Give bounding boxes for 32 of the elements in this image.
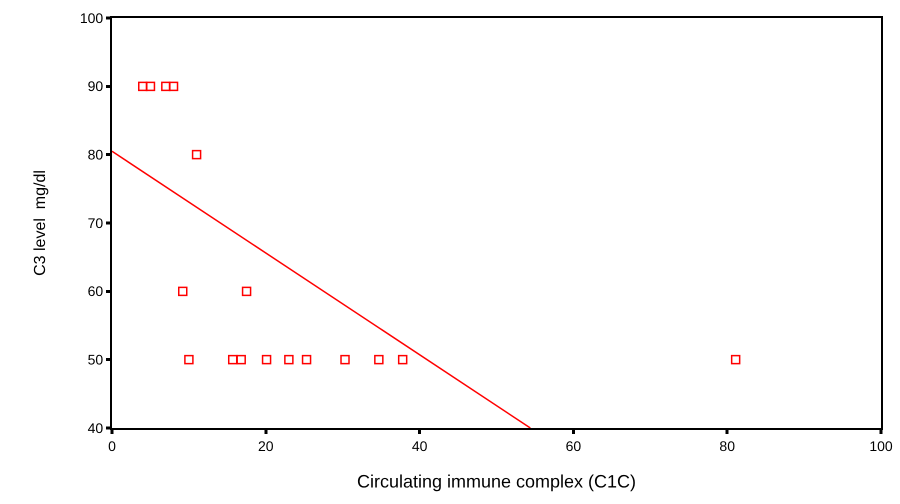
- point: [168, 82, 178, 92]
- y-tick-label: 90: [88, 78, 104, 94]
- x-tick-label: 20: [258, 438, 274, 454]
- point: [242, 286, 252, 296]
- x-tick-label: 40: [412, 438, 428, 454]
- y-tick-label: 40: [88, 420, 104, 436]
- y-tick-label: 80: [88, 146, 104, 163]
- point: [284, 354, 294, 364]
- point: [374, 354, 384, 364]
- y-tick-label: 60: [88, 283, 104, 300]
- y-tick-label: 100: [80, 10, 104, 26]
- point: [184, 354, 194, 364]
- x-tick-label: 80: [719, 438, 736, 454]
- x-tick-label: 100: [869, 438, 893, 454]
- y-tick-label: 70: [88, 214, 104, 231]
- point: [228, 354, 238, 364]
- point: [161, 82, 171, 92]
- point: [730, 354, 740, 364]
- point: [192, 150, 202, 160]
- point: [146, 82, 156, 92]
- point: [236, 354, 246, 364]
- point: [398, 354, 408, 364]
- point: [138, 82, 148, 92]
- y-axis-title: C3 level mg/dl: [32, 170, 50, 276]
- x-tick-label: 60: [566, 438, 582, 454]
- x-axis-title: Circulating immune complex (C1C): [356, 471, 636, 492]
- point: [178, 286, 188, 296]
- point: [262, 354, 272, 364]
- point: [302, 354, 312, 364]
- y-tick-label: 50: [88, 352, 104, 368]
- x-tick-label: 0: [108, 438, 116, 454]
- point: [340, 354, 350, 364]
